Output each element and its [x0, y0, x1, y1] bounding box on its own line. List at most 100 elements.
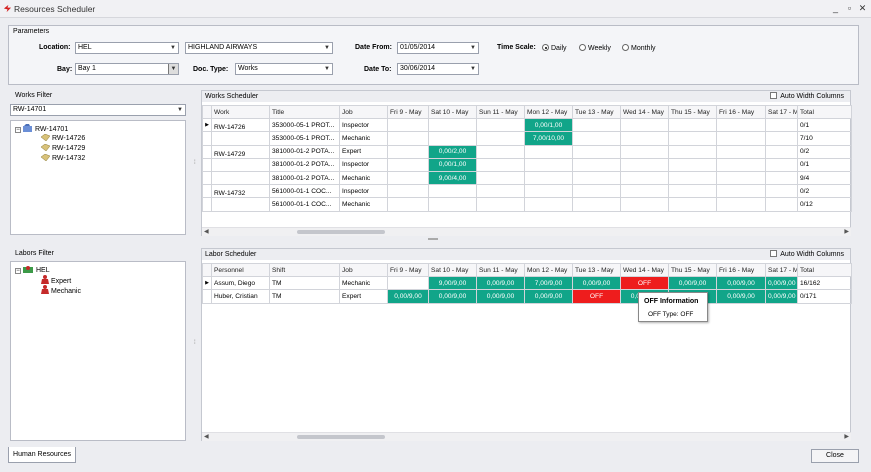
- empty-cell[interactable]: [765, 170, 798, 186]
- vertical-splitter-grip-icon[interactable]: ⁞: [194, 160, 196, 166]
- second-col-cell[interactable]: TM: [269, 289, 340, 304]
- allocation-cell[interactable]: 9,00/4,00: [428, 170, 477, 186]
- empty-cell[interactable]: [572, 131, 621, 146]
- column-header[interactable]: Sat 17 - M: [765, 262, 798, 278]
- empty-cell[interactable]: [620, 118, 669, 133]
- column-header[interactable]: Fri 9 - May: [387, 104, 429, 120]
- third-col-cell[interactable]: Inspector: [339, 184, 388, 199]
- third-col-cell[interactable]: Mechanic: [339, 170, 388, 186]
- auto-width-checkbox[interactable]: Auto Width Columns: [770, 91, 844, 102]
- column-header[interactable]: Thu 15 - May: [668, 262, 717, 278]
- tree-node-root[interactable]: − RW-14701: [15, 124, 68, 133]
- chevron-down-icon[interactable]: ▼: [470, 45, 476, 51]
- collapse-icon[interactable]: −: [15, 268, 21, 274]
- empty-cell[interactable]: [476, 131, 525, 146]
- allocation-cell[interactable]: 0,00/9,00: [668, 276, 717, 291]
- column-header[interactable]: Tue 13 - May: [572, 104, 621, 120]
- scroll-right-icon[interactable]: ▶: [844, 229, 849, 235]
- column-header[interactable]: Total: [797, 104, 852, 120]
- scroll-right-icon[interactable]: ▶: [844, 434, 849, 440]
- third-col-cell[interactable]: Expert: [339, 289, 388, 304]
- empty-cell[interactable]: [620, 170, 669, 186]
- close-window-button[interactable]: ✕: [858, 3, 867, 13]
- radio-daily[interactable]: Daily: [542, 44, 567, 52]
- column-header[interactable]: Job: [339, 262, 388, 278]
- column-header[interactable]: Shift: [269, 262, 340, 278]
- first-col-cell[interactable]: Assum, Diego: [211, 276, 270, 291]
- column-header[interactable]: Tue 13 - May: [572, 262, 621, 278]
- works-filter-combo[interactable]: RW-14701 ▼: [10, 104, 186, 116]
- empty-cell[interactable]: [387, 144, 429, 159]
- second-col-cell[interactable]: 561000-01-1 COC...: [269, 184, 340, 199]
- empty-cell[interactable]: [524, 197, 573, 212]
- empty-cell[interactable]: [716, 157, 766, 172]
- allocation-cell[interactable]: 0,00/1,00: [524, 118, 573, 133]
- vertical-splitter-grip-icon[interactable]: ⁞: [194, 340, 196, 346]
- scroll-left-icon[interactable]: ◀: [204, 434, 209, 440]
- empty-cell[interactable]: [572, 184, 621, 199]
- second-col-cell[interactable]: 561000-01-1 COC...: [269, 197, 340, 212]
- allocation-cell[interactable]: 0,00/9,00: [765, 289, 798, 304]
- empty-cell[interactable]: [387, 157, 429, 172]
- empty-cell[interactable]: [716, 170, 766, 186]
- empty-cell[interactable]: [668, 184, 717, 199]
- chevron-down-icon[interactable]: ▼: [170, 45, 176, 51]
- airline-combo[interactable]: HIGHLAND AIRWAYS ▼: [185, 42, 333, 54]
- horizontal-splitter-grip[interactable]: [428, 238, 438, 240]
- labor-horizontal-scrollbar[interactable]: ◀ ▶: [202, 432, 851, 441]
- allocation-cell[interactable]: 7,00/10,00: [524, 131, 573, 146]
- allocation-cell[interactable]: 0,00/2,00: [428, 144, 477, 159]
- column-header[interactable]: Work: [211, 104, 270, 120]
- location-combo[interactable]: HEL ▼: [75, 42, 179, 54]
- allocation-cell[interactable]: 0,00/9,00: [476, 276, 525, 291]
- allocation-cell[interactable]: 0,00/9,00: [716, 276, 766, 291]
- first-col-cell[interactable]: RW-14729: [211, 144, 270, 159]
- allocation-cell[interactable]: 0,00/9,00: [428, 289, 477, 304]
- tab-human-resources[interactable]: Human Resources: [8, 447, 76, 463]
- chevron-down-icon[interactable]: ▼: [168, 64, 178, 74]
- empty-cell[interactable]: [476, 197, 525, 212]
- table-row[interactable]: RW-14732 561000-01-1 COC... Inspector 0/2: [202, 184, 852, 199]
- empty-cell[interactable]: [620, 157, 669, 172]
- second-col-cell[interactable]: 381000-01-2 POTA...: [269, 157, 340, 172]
- first-col-cell[interactable]: RW-14726: [211, 118, 270, 133]
- empty-cell[interactable]: [765, 118, 798, 133]
- column-header[interactable]: Wed 14 - May: [620, 104, 669, 120]
- minimize-button[interactable]: _: [832, 3, 838, 13]
- chevron-down-icon[interactable]: ▼: [324, 66, 330, 72]
- empty-cell[interactable]: [428, 131, 477, 146]
- date-from-picker[interactable]: 01/05/2014 ▼: [397, 42, 479, 54]
- empty-cell[interactable]: [716, 131, 766, 146]
- date-to-picker[interactable]: 30/06/2014 ▼: [397, 63, 479, 75]
- scroll-thumb[interactable]: [297, 435, 385, 439]
- column-header[interactable]: Wed 14 - May: [620, 262, 669, 278]
- tree-node-root[interactable]: − HEL: [15, 265, 50, 274]
- empty-cell[interactable]: [668, 144, 717, 159]
- empty-cell[interactable]: [716, 144, 766, 159]
- tree-node-labor[interactable]: Expert: [41, 275, 71, 285]
- empty-cell[interactable]: [572, 170, 621, 186]
- empty-cell[interactable]: [428, 118, 477, 133]
- column-header[interactable]: Mon 12 - May: [524, 104, 573, 120]
- empty-cell[interactable]: [668, 157, 717, 172]
- empty-cell[interactable]: [428, 197, 477, 212]
- empty-cell[interactable]: [668, 118, 717, 133]
- table-row[interactable]: ▶ Assum, Diego TM Mechanic 9,00/9,00 0,00/9,0…: [202, 276, 852, 291]
- collapse-icon[interactable]: −: [15, 127, 21, 133]
- table-row[interactable]: ▶ RW-14726 353000-05-1 PROT... Inspector 0,0…: [202, 118, 852, 133]
- empty-cell[interactable]: [524, 157, 573, 172]
- empty-cell[interactable]: [387, 131, 429, 146]
- close-button[interactable]: Close: [811, 449, 859, 463]
- first-col-cell[interactable]: [211, 197, 270, 212]
- column-header[interactable]: Job: [339, 104, 388, 120]
- empty-cell[interactable]: [716, 197, 766, 212]
- allocation-cell[interactable]: 0,00/1,00: [428, 157, 477, 172]
- empty-cell[interactable]: [387, 184, 429, 199]
- first-col-cell[interactable]: RW-14732: [211, 184, 270, 199]
- column-header[interactable]: Sun 11 - May: [476, 262, 525, 278]
- column-header[interactable]: Personnel: [211, 262, 270, 278]
- empty-cell[interactable]: [476, 170, 525, 186]
- empty-cell[interactable]: [476, 184, 525, 199]
- column-header[interactable]: Title: [269, 104, 340, 120]
- column-header[interactable]: Sat 17 - M: [765, 104, 798, 120]
